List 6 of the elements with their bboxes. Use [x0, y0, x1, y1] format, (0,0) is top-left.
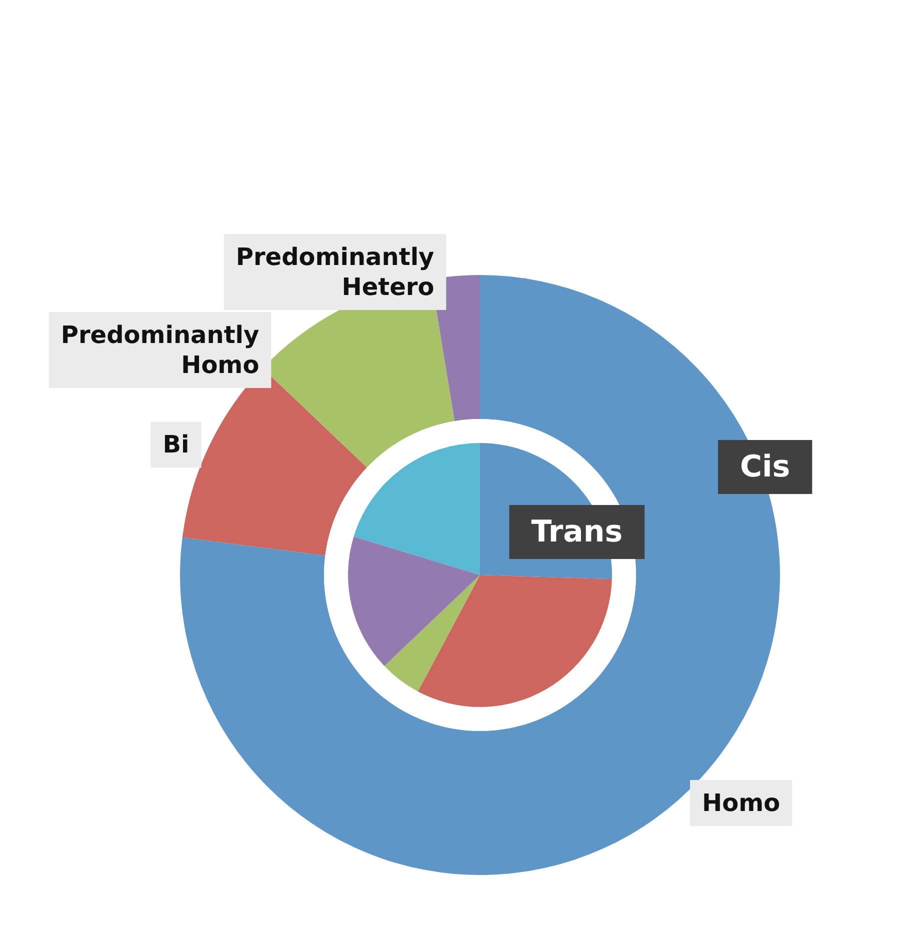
slice-label: Homo	[702, 789, 780, 818]
slice-label: Predominantly Hetero	[236, 243, 435, 302]
slice-label: Predominantly Homo	[60, 321, 260, 380]
slice-label: Cis	[740, 450, 790, 484]
slice-label: Trans	[531, 514, 623, 550]
slice-label: Bi	[162, 430, 190, 459]
